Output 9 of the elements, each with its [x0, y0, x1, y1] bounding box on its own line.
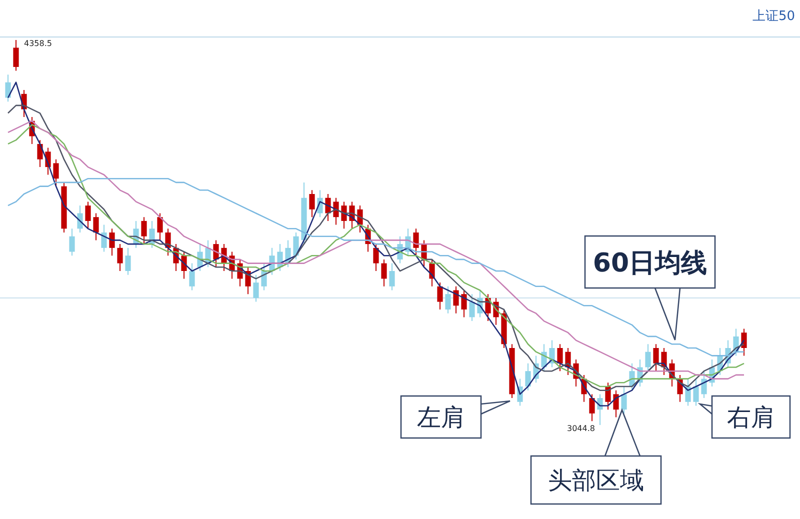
annotation: 3044.8 [567, 424, 595, 433]
annotation: 右肩 [727, 404, 775, 432]
annotation: 60日均线 [592, 248, 708, 278]
annotation: 右肩 [698, 395, 791, 439]
annotation: 左肩 [417, 404, 465, 432]
annotation: 4358.5 [24, 39, 52, 48]
annotation: 左肩 [400, 395, 511, 439]
annotation: 60日均线 [584, 235, 716, 341]
title: 上证50 [752, 9, 795, 24]
